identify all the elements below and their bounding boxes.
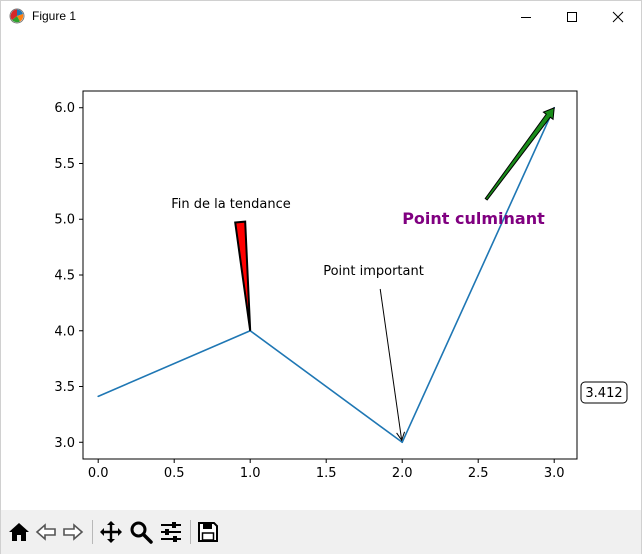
zoom-button[interactable]: [127, 518, 155, 546]
save-button[interactable]: [194, 518, 222, 546]
matplotlib-app-icon: [9, 8, 25, 24]
save-icon: [198, 522, 218, 542]
line-chart: 0.0 0.5 1.0 1.5 2.0 2.5 3.0 3.0 3.5 4.0 4.5 5.0 5.5…: [54, 90, 628, 481]
annotation-label: Point culminant: [402, 209, 545, 228]
data-point: [97, 395, 99, 398]
series-line: [97, 107, 555, 444]
maximize-button[interactable]: [549, 1, 595, 32]
x-tick-label: 0.5: [164, 466, 185, 481]
y-axis: 3.0 3.5 4.0 4.5 5.0 5.5 6.0: [54, 101, 83, 451]
value-readout: 3.412: [585, 386, 622, 401]
configure-subplots-button[interactable]: [157, 518, 185, 546]
forward-arrow-icon: [63, 523, 84, 541]
toolbar-separator: [190, 520, 191, 544]
toolbar-separator: [92, 520, 93, 544]
x-tick-label: 1.0: [240, 466, 261, 481]
plot-area-frame: [82, 90, 578, 460]
y-tick-label: 5.0: [54, 213, 75, 228]
maximize-icon: [567, 11, 577, 22]
y-tick-label: 3.5: [54, 380, 75, 395]
pan-icon: [100, 521, 122, 543]
annotation-label: Point important: [323, 264, 424, 279]
x-tick-label: 1.5: [316, 466, 337, 481]
value-readout-frame: [580, 381, 628, 404]
title-bar[interactable]: Figure 1: [1, 1, 641, 32]
data-point: [401, 441, 404, 444]
close-button[interactable]: [595, 1, 641, 32]
navigation-toolbar: [1, 510, 641, 554]
close-icon: [612, 11, 624, 22]
y-tick-label: 4.0: [54, 324, 75, 339]
zoom-icon: [130, 521, 153, 544]
minimize-icon: [521, 16, 531, 18]
home-button[interactable]: [5, 518, 33, 546]
y-tick-label: 6.0: [54, 101, 75, 116]
minimize-button[interactable]: [503, 1, 549, 32]
x-tick-label: 0.0: [88, 466, 109, 481]
configure-subplots-icon: [161, 522, 181, 542]
x-tick-label: 2.0: [392, 466, 413, 481]
back-button[interactable]: [32, 518, 60, 546]
x-tick-label: 2.5: [468, 466, 489, 481]
annotation-arrow: [379, 288, 402, 440]
x-axis: 0.0 0.5 1.0 1.5 2.0 2.5 3.0: [88, 459, 565, 481]
annotation-wedge-arrow: [234, 220, 252, 331]
annotation-label: Fin de la tendance: [171, 197, 291, 212]
y-tick-label: 3.0: [54, 436, 75, 451]
forward-button[interactable]: [59, 518, 87, 546]
value-readout-box: 3.412: [580, 381, 628, 404]
pan-button[interactable]: [97, 518, 125, 546]
back-arrow-icon: [35, 523, 56, 541]
y-tick-label: 4.5: [54, 269, 75, 284]
y-tick-label: 5.5: [54, 157, 75, 172]
x-tick-label: 3.0: [544, 466, 565, 481]
window-title: Figure 1: [32, 9, 77, 23]
home-icon: [9, 523, 29, 541]
annotations-group: Fin de la tendance Point important Point c…: [171, 106, 555, 441]
annotation-fancy-arrow: [484, 106, 555, 201]
figure-canvas[interactable]: 0.0 0.5 1.0 1.5 2.0 2.5 3.0 3.0 3.5 4.0 4.5 5.0 5.5…: [1, 32, 641, 510]
